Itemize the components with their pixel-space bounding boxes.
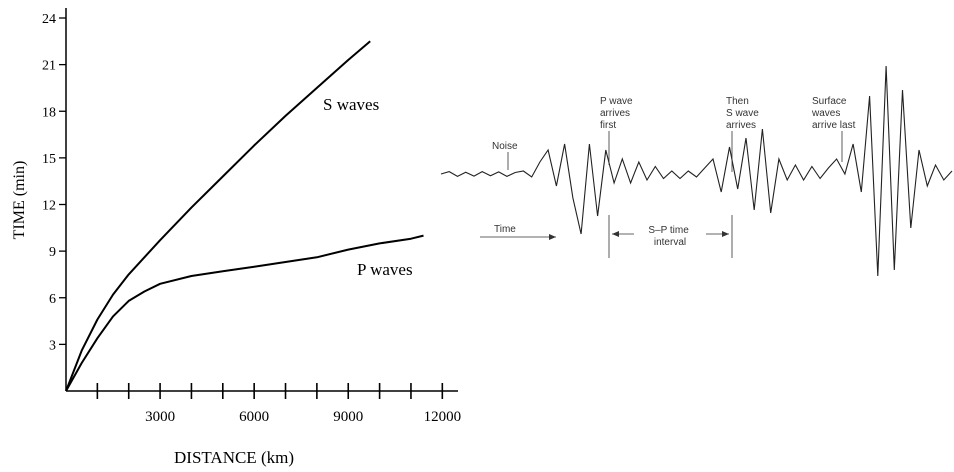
y-tick-label: 6	[49, 292, 56, 307]
interval-label-bg	[634, 223, 706, 247]
x-tick-label: 3000	[145, 409, 175, 425]
surface-waves-label: Surface waves arrive last	[811, 96, 856, 131]
y-tick-label: 15	[42, 152, 56, 167]
y-tick-label: 24	[42, 12, 56, 27]
noise-label: Noise	[492, 141, 518, 152]
series-lines	[65, 40, 424, 392]
y-axis-label: TIME (min)	[11, 161, 28, 240]
p-waves-line	[65, 234, 424, 392]
seismogram-trace	[440, 65, 953, 277]
s-waves-line	[65, 40, 371, 392]
time-arrowhead	[549, 234, 556, 240]
travel-time-chart: 3 6 9 12 15 18 21 24 3000 6000 9000 12000 TIME (mi…	[11, 8, 461, 467]
y-tick-label: 21	[42, 59, 56, 74]
y-tick-label: 18	[42, 105, 56, 120]
y-tick-label: 3	[49, 338, 56, 353]
s-wave-label: Then S wave arrives	[726, 96, 762, 131]
interval-arrowhead-left	[612, 231, 619, 237]
time-label: Time	[494, 224, 516, 235]
y-tick-label: 12	[42, 199, 56, 214]
p-wave-label: P wave arrives first	[600, 96, 635, 131]
y-tick-label: 9	[49, 245, 56, 260]
x-tick-label: 6000	[239, 409, 269, 425]
series-label-p-waves: P waves	[357, 260, 413, 279]
interval-arrowhead-right	[722, 231, 729, 237]
x-tick-label: 9000	[333, 409, 363, 425]
x-axis-ticks: 3000 6000 9000 12000	[96, 383, 462, 425]
x-axis-label: DISTANCE (km)	[174, 448, 294, 467]
y-axis-ticks: 3 6 9 12 15 18 21 24	[42, 12, 66, 353]
series-label-s-waves: S waves	[323, 95, 379, 114]
interval-label: S–P time interval	[648, 225, 691, 248]
x-tick-label: 12000	[424, 409, 462, 425]
seismogram: Noise P wave arrives first Then S wave a…	[440, 65, 953, 277]
